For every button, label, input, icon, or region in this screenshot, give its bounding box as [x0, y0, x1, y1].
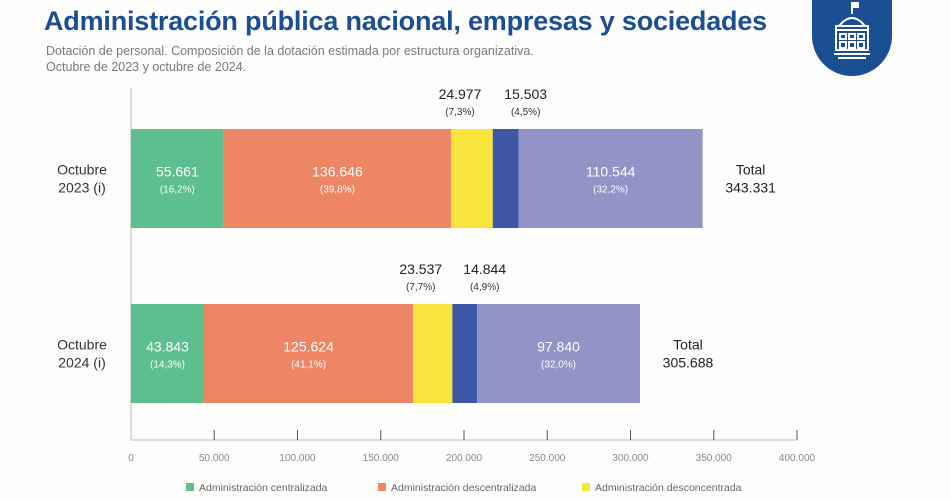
legend-label: Administración desconcentrada: [595, 482, 742, 494]
data-label: 136.646: [312, 164, 363, 180]
legend-label: Administración descentralizada: [391, 482, 536, 494]
page-title: Administración pública nacional, empresa…: [44, 6, 767, 36]
bar-segment: [203, 304, 414, 403]
data-label-pct: (4,5%): [511, 107, 540, 118]
data-label-pct: (32,2%): [593, 185, 628, 196]
bar-segment: [131, 129, 224, 228]
bar-segment: [518, 129, 703, 228]
data-label: 110.544: [586, 164, 636, 180]
data-label: 55.661: [156, 164, 199, 180]
x-tick-label: 100.000: [279, 453, 316, 464]
data-label-pct: (4,9%): [470, 282, 499, 293]
total-value: 343.331: [725, 180, 776, 196]
total-label: Total: [736, 162, 766, 178]
x-tick-label: 300.000: [612, 453, 649, 464]
data-label: 14.844: [463, 261, 506, 277]
data-label-pct: (14,3%): [150, 360, 185, 371]
data-label-pct: (16,2%): [160, 185, 195, 196]
data-label: 97.840: [537, 339, 580, 355]
legend-label: Administración centralizada: [199, 482, 328, 494]
bar-segment: [413, 304, 453, 403]
data-label-pct: (7,7%): [406, 282, 435, 293]
x-tick-label: 400.000: [779, 453, 816, 464]
bar-segment: [451, 129, 493, 228]
category-label: Octubre: [57, 337, 107, 353]
data-label: 23.537: [399, 261, 442, 277]
legend-swatch: [378, 483, 386, 491]
data-label: 43.843: [146, 339, 189, 355]
subtitle: Dotación de personal. Composición de la …: [46, 44, 534, 58]
x-tick-label: 0: [128, 453, 134, 464]
category-label: Octubre: [57, 162, 107, 178]
x-tick-label: 350.000: [696, 453, 733, 464]
data-label-pct: (39,8%): [320, 185, 355, 196]
x-tick-label: 200.000: [446, 453, 483, 464]
data-label: 15.503: [504, 86, 547, 102]
bar-segment: [492, 129, 519, 228]
data-label-pct: (7,3%): [445, 107, 474, 118]
data-label: 24.977: [439, 86, 482, 102]
data-label-pct: (32,0%): [541, 360, 576, 371]
subtitle-period: Octubre de 2023 y octubre de 2024.: [46, 60, 247, 74]
total-value: 305.688: [663, 355, 714, 371]
x-tick-label: 150.000: [363, 453, 400, 464]
data-label: 125.624: [283, 339, 334, 355]
bar-segment: [452, 304, 478, 403]
x-tick-label: 250.000: [529, 453, 566, 464]
bar-segment: [223, 129, 452, 228]
category-label: 2024 (i): [58, 355, 105, 371]
government-building-icon: [812, 0, 892, 76]
category-label: 2023 (i): [58, 180, 105, 196]
total-label: Total: [673, 337, 703, 353]
legend-swatch: [582, 483, 590, 491]
bar-segment: [131, 304, 204, 403]
data-label-pct: (41,1%): [291, 360, 326, 371]
bar-segment: [477, 304, 640, 403]
x-tick-label: 50.000: [199, 453, 230, 464]
legend-swatch: [186, 483, 194, 491]
